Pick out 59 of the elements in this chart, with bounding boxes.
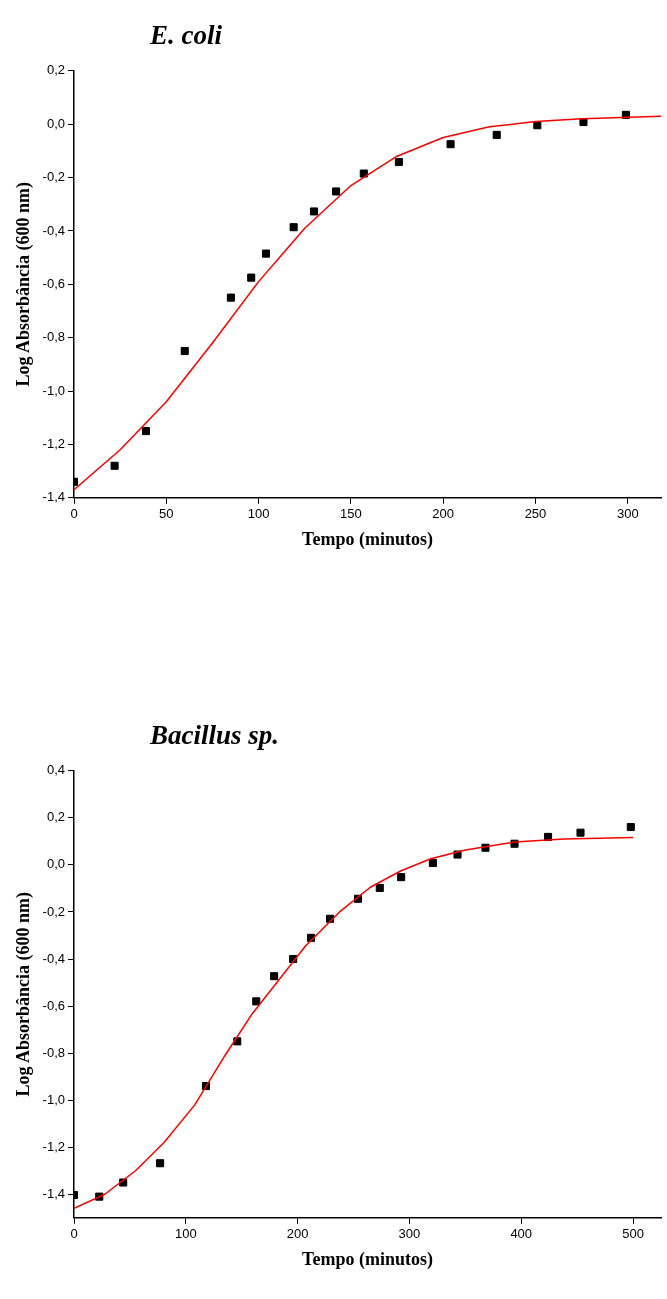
- y-axis-title: Log Absorbância (600 nm): [13, 182, 35, 387]
- y-tick-label: -0,2: [42, 169, 65, 185]
- point: [533, 121, 542, 130]
- point: [375, 883, 384, 892]
- y-tick-label: -0,4: [42, 950, 65, 966]
- y-tick-label: -0,4: [42, 222, 65, 238]
- point: [270, 972, 279, 981]
- x-axis-title: Tempo (minutos): [302, 1248, 433, 1270]
- y-tick-label: -1,0: [42, 382, 65, 398]
- point: [247, 273, 256, 282]
- x-tick-label: 200: [286, 1226, 309, 1242]
- y-tick-label: -0,2: [42, 903, 65, 919]
- point: [261, 249, 271, 258]
- y-tick-label: 0,0: [46, 115, 65, 131]
- point: [252, 997, 261, 1006]
- x-tick-label: 300: [616, 506, 639, 522]
- y-tick-label: -1,0: [42, 1091, 65, 1107]
- x-tick-label: 200: [432, 506, 455, 522]
- point: [397, 873, 406, 882]
- x-tick-label: 500: [622, 1226, 644, 1242]
- x-tick-label: 250: [524, 506, 547, 522]
- point: [309, 207, 319, 216]
- y-tick-label: 0,2: [46, 62, 65, 78]
- y-tick-label: -0,6: [42, 997, 65, 1013]
- point: [110, 461, 119, 470]
- x-tick-label: 0: [70, 506, 78, 522]
- point: [141, 427, 151, 436]
- point: [492, 130, 501, 139]
- y-tick-label: -1,2: [42, 1138, 65, 1154]
- x-tick-label: 0: [70, 1226, 78, 1242]
- point: [428, 858, 437, 868]
- point: [332, 187, 341, 196]
- x-axis-title: Tempo (minutos): [302, 528, 433, 550]
- y-tick-label: -1,4: [42, 1185, 65, 1201]
- chart-title: E. coli: [149, 19, 223, 52]
- y-tick-label: -0,6: [42, 275, 65, 291]
- x-tick-label: 100: [174, 1226, 197, 1242]
- y-tick-label: 0,2: [46, 809, 65, 825]
- point: [576, 828, 585, 837]
- point: [626, 822, 635, 832]
- point: [446, 140, 455, 149]
- y-axis-title: Log Absorbância (600 nm): [13, 892, 35, 1097]
- x-tick-label: 150: [340, 506, 362, 522]
- y-tick-label: -1,4: [42, 489, 65, 505]
- y-tick-label: -0,8: [42, 329, 65, 345]
- point: [289, 223, 298, 232]
- point: [156, 1159, 165, 1168]
- x-tick-label: 300: [398, 1226, 421, 1242]
- x-tick-label: 100: [247, 506, 270, 522]
- point: [226, 293, 235, 302]
- point: [394, 158, 403, 167]
- x-tick-label: 50: [159, 506, 174, 522]
- y-tick-label: -1,2: [42, 436, 65, 451]
- y-tick-label: -0,8: [42, 1044, 65, 1060]
- chart-title: Bacillus sp.: [148, 719, 281, 752]
- point: [180, 346, 189, 356]
- y-tick-label: 0,4: [46, 762, 65, 778]
- y-tick-label: 0,0: [46, 856, 65, 872]
- x-tick-label: 400: [510, 1226, 533, 1242]
